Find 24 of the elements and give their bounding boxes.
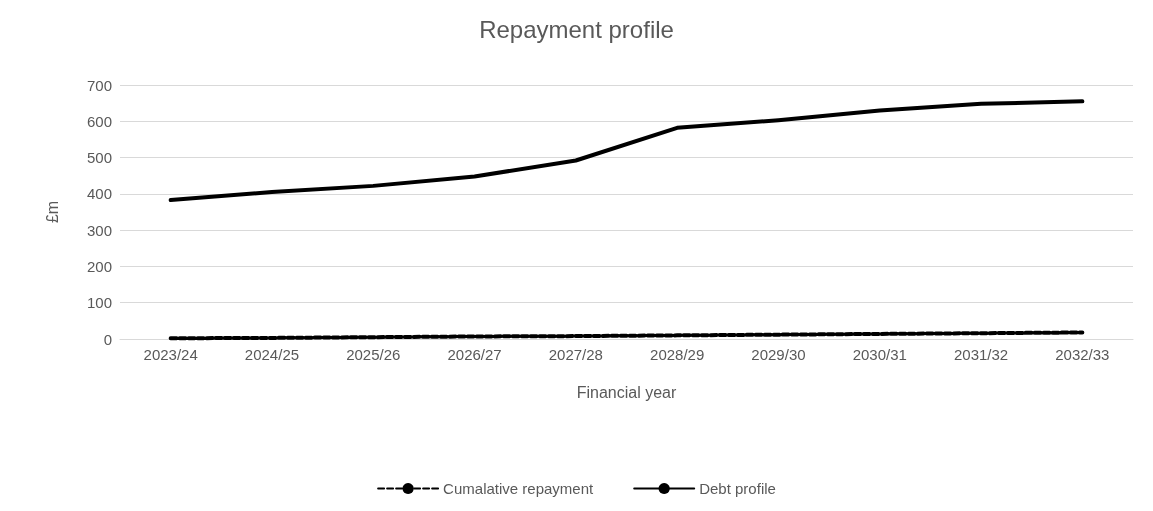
x-tick-label: 2025/26 <box>346 346 401 363</box>
y-tick-label: 0 <box>103 330 112 348</box>
x-tick-label: 2024/25 <box>244 346 300 363</box>
x-tick-label: 2030/31 <box>852 346 907 363</box>
y-axis-title: £m <box>43 200 61 224</box>
legend-label: Cumalative repayment <box>443 480 595 497</box>
y-tick-label: 200 <box>86 257 112 275</box>
y-tick-label: 100 <box>86 294 112 312</box>
x-tick-label: 2031/32 <box>953 346 1009 363</box>
y-tick-label: 500 <box>86 149 112 167</box>
y-tick-label: 400 <box>86 185 112 203</box>
x-tick-label: 2026/27 <box>447 346 502 363</box>
x-tick-label: 2027/28 <box>548 346 603 363</box>
y-tick-label: 700 <box>86 76 112 94</box>
y-tick-label: 300 <box>86 221 112 239</box>
legend-label: Debt profile <box>699 480 776 497</box>
line-series <box>168 99 1085 203</box>
x-tick-label: 2023/24 <box>143 346 198 363</box>
x-tick-label: 2028/29 <box>650 346 705 363</box>
chart-title: Repayment profile <box>479 15 674 43</box>
x-axis-title: Financial year <box>576 383 677 401</box>
x-tick-label: 2032/33 <box>1055 346 1110 363</box>
y-tick-label: 600 <box>86 112 112 130</box>
x-tick-label: 2029/30 <box>751 346 806 363</box>
